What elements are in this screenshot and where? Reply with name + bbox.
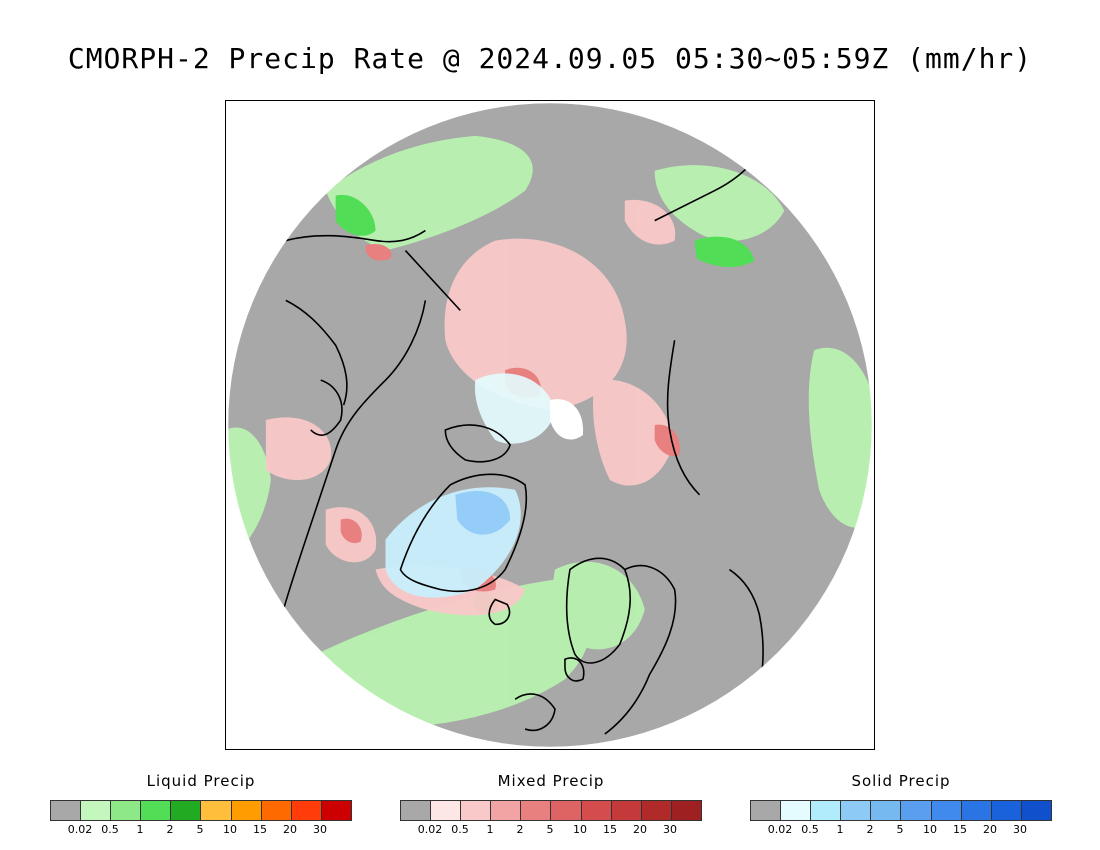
legend-swatch	[751, 801, 782, 820]
legend-tick-label: 5	[896, 823, 904, 836]
legend-tick-label: 5	[196, 823, 204, 836]
legend-tick-label: 30	[313, 823, 327, 836]
legend-swatch	[461, 801, 492, 820]
legend-tick-label: 2	[516, 823, 524, 836]
legend-tick-label: 30	[663, 823, 677, 836]
solid-precip-areas	[385, 373, 584, 598]
legend-swatch	[871, 801, 902, 820]
legend-tick-label: 15	[953, 823, 967, 836]
legend-tick-label: 10	[573, 823, 587, 836]
legend-swatch	[431, 801, 462, 820]
legend-title-solid: Solid Precip	[851, 772, 951, 790]
map-canvas	[227, 102, 873, 748]
legend-tick-label: 2	[866, 823, 874, 836]
legend-swatch	[321, 801, 351, 820]
legend-swatch	[901, 801, 932, 820]
legend-liquid: Liquid Precip 0.02 0.5 1 2 5 10 15 20 30	[50, 772, 352, 836]
legend-swatches-liquid	[50, 800, 352, 821]
legend-tick-label: 10	[923, 823, 937, 836]
legend-swatch	[401, 801, 432, 820]
legend-swatch	[991, 801, 1022, 820]
mixed-precip-areas	[265, 199, 676, 616]
legend-swatch	[811, 801, 842, 820]
legend-swatches-solid	[750, 800, 1052, 821]
legend-swatch	[51, 801, 82, 820]
legend-tick-label: 10	[223, 823, 237, 836]
legend-tick-label: 0.5	[451, 823, 469, 836]
legend-swatch	[641, 801, 672, 820]
liquid-precip-areas	[227, 135, 873, 727]
legend-tick-label: 0.02	[767, 823, 793, 836]
legend-tick-label: 0.5	[101, 823, 119, 836]
legend-tick-label: 5	[546, 823, 554, 836]
map-title: CMORPH-2 Precip Rate @ 2024.09.05 05:30~…	[67, 42, 1033, 75]
legend-ticks-mixed: 0.02 0.5 1 2 5 10 15 20 30	[400, 821, 700, 836]
legend-tick-label: 0.5	[801, 823, 819, 836]
legend-tick-label: 15	[603, 823, 617, 836]
legend-tick-label: 1	[136, 823, 144, 836]
legend-tick-label: 0.02	[67, 823, 93, 836]
legend-swatch	[521, 801, 552, 820]
legend-swatch	[81, 801, 112, 820]
legend-tick-label: 1	[836, 823, 844, 836]
legend-swatch	[961, 801, 992, 820]
legend-swatch	[171, 801, 202, 820]
projection-boundary	[227, 102, 873, 748]
legend-swatch	[551, 801, 582, 820]
legend-swatch	[201, 801, 232, 820]
legend-ticks-liquid: 0.02 0.5 1 2 5 10 15 20 30	[50, 821, 350, 836]
legend-ticks-solid: 0.02 0.5 1 2 5 10 15 20 30	[750, 821, 1050, 836]
legend-tick-label: 20	[633, 823, 647, 836]
legend-swatch	[261, 801, 292, 820]
legend-swatch	[491, 801, 522, 820]
legend-tick-label: 1	[486, 823, 494, 836]
legend-mixed: Mixed Precip 0.02 0.5 1 2 5 10 15 20 30	[400, 772, 702, 836]
legend-swatch	[141, 801, 172, 820]
legend-tick-label: 20	[983, 823, 997, 836]
legend-swatch	[931, 801, 962, 820]
legend-tick-label: 30	[1013, 823, 1027, 836]
legend-swatches-mixed	[400, 800, 702, 821]
legend-swatch	[1021, 801, 1051, 820]
legend-swatch	[611, 801, 642, 820]
legend-swatch	[781, 801, 812, 820]
legend-title-mixed: Mixed Precip	[497, 772, 605, 790]
legend-tick-label: 20	[283, 823, 297, 836]
legend-tick-label: 15	[253, 823, 267, 836]
legend-swatch	[841, 801, 872, 820]
legend-swatch	[291, 801, 322, 820]
legend-tick-label: 0.02	[417, 823, 443, 836]
legend-swatch	[231, 801, 262, 820]
legend-solid: Solid Precip 0.02 0.5 1 2 5 10 15 20 30	[750, 772, 1052, 836]
legend-swatch	[671, 801, 701, 820]
legend-tick-label: 2	[166, 823, 174, 836]
legend-title-liquid: Liquid Precip	[146, 772, 256, 790]
legend-swatch	[581, 801, 612, 820]
legend-swatch	[111, 801, 142, 820]
polar-precip-map	[225, 100, 875, 750]
